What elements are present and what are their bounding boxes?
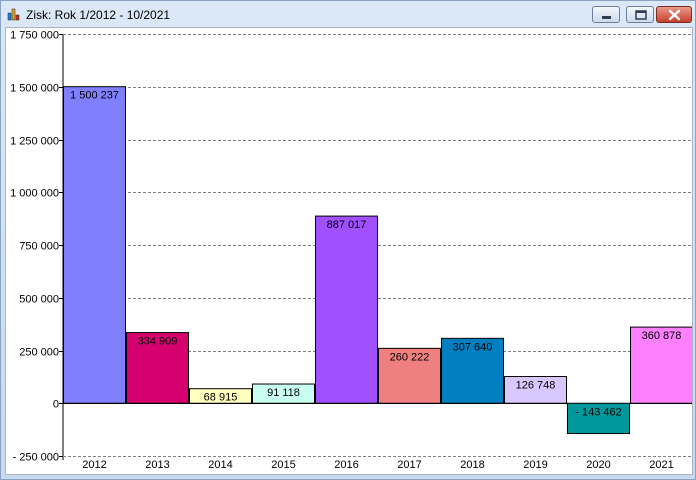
- bar: [630, 326, 692, 404]
- bar: [567, 402, 630, 435]
- y-tick-label: 0: [53, 399, 59, 411]
- data-label: 360 878: [642, 330, 682, 342]
- data-label: - 143 462: [575, 406, 621, 418]
- data-label: 126 748: [516, 380, 556, 392]
- close-icon: [668, 9, 681, 21]
- window-title: Zisk: Rok 1/2012 - 10/2021: [26, 8, 171, 22]
- data-label: 68 915: [204, 392, 238, 404]
- minimize-icon: [602, 16, 611, 19]
- bar: [441, 337, 504, 404]
- x-tick-label: 2015: [271, 459, 295, 471]
- x-tick-label: 2021: [649, 459, 673, 471]
- y-tick-label: - 250 000: [13, 452, 59, 464]
- bars: [63, 86, 692, 435]
- bar: [252, 383, 315, 404]
- chart-area: - 250 000 0 250 000 500 000 750 000 1 000 000…: [5, 27, 693, 475]
- data-label: 887 017: [327, 219, 367, 231]
- x-tick-label: 2019: [523, 459, 547, 471]
- y-tick-label: 1 500 000: [10, 83, 59, 95]
- y-tick-label: 1 250 000: [10, 136, 59, 148]
- x-tick-label: 2020: [586, 459, 610, 471]
- x-tick-label: 2017: [397, 459, 421, 471]
- y-tick-label: 1 750 000: [10, 30, 59, 42]
- x-tick-label: 2014: [208, 459, 232, 471]
- bar: [126, 332, 189, 404]
- x-tick-label: 2016: [334, 459, 358, 471]
- y-tick-label: 750 000: [19, 241, 59, 253]
- y-tick-label: 250 000: [19, 347, 59, 359]
- bar: [63, 86, 126, 404]
- maximize-button[interactable]: [626, 6, 654, 23]
- close-button[interactable]: [656, 6, 692, 23]
- x-tick-label: 2012: [82, 459, 106, 471]
- data-label: 1 500 237: [70, 90, 119, 102]
- bar-chart-icon: [7, 8, 20, 21]
- bar-chart: - 250 000 0 250 000 500 000 750 000 1 000 000…: [10, 30, 692, 472]
- bar: [315, 215, 378, 404]
- y-tick-label: 500 000: [19, 294, 59, 306]
- title-bar[interactable]: Zisk: Rok 1/2012 - 10/2021: [1, 1, 695, 27]
- labels: - 250 000 0 250 000 500 000 750 000 1 000 000…: [10, 30, 681, 472]
- bar: [504, 376, 567, 404]
- x-tick-label: 2018: [460, 459, 484, 471]
- data-label: 91 118: [267, 387, 300, 399]
- bar: [378, 347, 441, 404]
- data-label: 307 640: [453, 341, 493, 353]
- data-label: 260 222: [390, 351, 430, 363]
- maximize-icon: [635, 10, 647, 20]
- x-tick-label: 2013: [145, 459, 169, 471]
- y-tick-label: 1 000 000: [10, 188, 59, 200]
- minimize-button[interactable]: [592, 6, 620, 23]
- bar: [189, 388, 252, 404]
- data-label: 334 909: [138, 336, 178, 348]
